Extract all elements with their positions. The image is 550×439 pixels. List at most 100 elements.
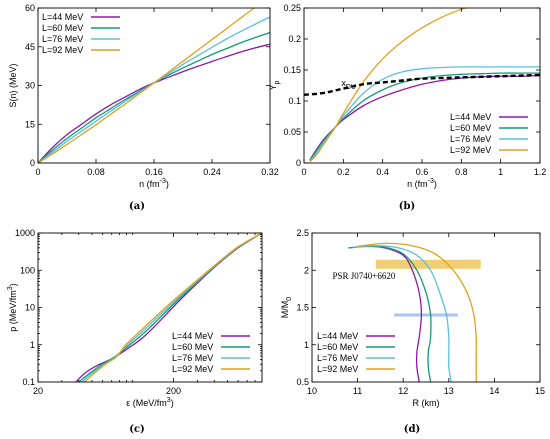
series-line-L92 (357, 242, 477, 382)
legend-label: L=60 MeV (172, 342, 213, 352)
plot-area (348, 242, 481, 382)
x-axis-label-main: n (fm (407, 179, 428, 189)
x-axis-label-sup: 3 (167, 397, 171, 404)
series-line-L44 (75, 233, 262, 382)
x-axis-label-sup: -3 (160, 178, 166, 185)
x-axis-label-tail: ) (434, 179, 437, 189)
panel-caption: (d) (404, 424, 420, 435)
x-tick-label: 0.24 (203, 167, 221, 177)
y-axis-label: M/M0 (280, 297, 293, 319)
y-tick-label: 1 (30, 340, 35, 350)
x-axis-label: R (km) (413, 398, 440, 408)
y-tick-label: 15 (25, 119, 35, 129)
y-tick-label: 0.5 (296, 377, 309, 387)
y-tick-label: 45 (25, 42, 35, 52)
y-axis-label-sub: 0 (286, 297, 293, 301)
series-line-L60 (78, 233, 262, 382)
legend-label: L=76 MeV (172, 353, 213, 363)
y-tick-label: 0.15 (283, 65, 301, 75)
y-axis-label-sup: 3 (7, 286, 14, 290)
x-tick-label: 0 (35, 167, 40, 177)
plot-area (304, 8, 540, 163)
x-tick-label: 0.08 (87, 167, 105, 177)
y-axis-label-main: M/M (280, 301, 290, 319)
legend-label: L=44 MeV (172, 331, 213, 341)
x-axis-label-sup: -3 (428, 178, 434, 185)
legend-label: L=44 MeV (42, 12, 83, 22)
x-tick-label: 0 (301, 167, 306, 177)
legend-label: L=92 MeV (172, 364, 213, 374)
y-tick-label: 100 (20, 265, 35, 275)
series-line-L60 (309, 72, 540, 161)
x-tick-label: 0.6 (416, 167, 429, 177)
panel-a: 0 0.08 0.16 0.24 0.32 0 15 30 45 60 n (fm-3) S(n) (… (8, 3, 279, 212)
x-tick-label: 1.2 (534, 167, 547, 177)
y-axis-label: p (MeV/fm3) (7, 283, 18, 331)
plot-area (75, 233, 262, 382)
series-line-L92 (309, 8, 469, 163)
series-line-L60 (348, 245, 432, 382)
x-tick-label: 14 (489, 386, 499, 396)
y-tick-label: 10 (25, 303, 35, 313)
legend-label: L=92 MeV (42, 45, 83, 55)
y-tick-label: 1.5 (296, 303, 309, 313)
xdu-annotation-sub: DU (346, 84, 356, 91)
panel-caption: (b) (399, 201, 415, 212)
x-tick-label: 10 (307, 386, 317, 396)
y-axis-label: Yp (268, 80, 281, 90)
y-tick-label: 60 (25, 3, 35, 13)
panel-d: 10 11 12 13 14 15 0.5 1 1.5 2 2.5 R (km) M/M0 L=44 Me… (280, 228, 545, 435)
series-line-L92 (38, 8, 256, 163)
y-axis-label-tail: ) (8, 283, 18, 286)
x-tick-label: 0.4 (376, 167, 389, 177)
series-line-L92 (83, 233, 262, 382)
x-tick-label: 13 (444, 386, 454, 396)
series-line-L76 (309, 66, 540, 162)
legend-label: L=92 MeV (317, 364, 358, 374)
x-tick-label: 15 (535, 386, 545, 396)
x-axis-label-tail: ) (171, 398, 174, 408)
x-axis-label-tail: ) (166, 179, 169, 189)
y-tick-label: 0 (296, 158, 301, 168)
y-tick-label: 0 (30, 158, 35, 168)
x-tick-label: 20 (33, 386, 43, 396)
x-axis-label: n (fm-3) (407, 178, 437, 189)
y-axis-label-main: S(n) (MeV) (8, 63, 18, 107)
panel-caption: (c) (129, 424, 145, 435)
plot-area (38, 8, 270, 163)
x-tick-label: 0.8 (455, 167, 468, 177)
x-tick-label: 0.32 (261, 167, 279, 177)
y-tick-label: 2.5 (296, 228, 309, 238)
y-tick-label: 1000 (15, 228, 35, 238)
legend-label: L=76 MeV (42, 34, 83, 44)
series-line-xdu (304, 73, 540, 96)
y-tick-label: 0.25 (283, 3, 301, 13)
x-axis-label-main: R (km) (413, 398, 440, 408)
xdu-annotation-main: x (341, 78, 346, 88)
x-tick-label: 200 (166, 386, 181, 396)
x-axis-label-main: ε (MeV/fm (126, 398, 167, 408)
y-tick-label: 0.05 (283, 127, 301, 137)
y-axis-label-main: p (MeV/fm (8, 290, 18, 332)
x-tick-label: 12 (398, 386, 408, 396)
y-tick-label: 0.2 (288, 34, 301, 44)
panel-b: 0 0.2 0.4 0.6 0.8 1 1.2 0 0.05 0.1 0.15 0.2 0.25 n (f… (268, 3, 546, 212)
x-tick-label: 1 (498, 167, 503, 177)
psr-mass-band (375, 259, 481, 269)
x-tick-label: 0.2 (337, 167, 350, 177)
x-axis-label-main: n (fm (139, 179, 160, 189)
legend-label: L=44 MeV (450, 112, 491, 122)
y-tick-label: 1 (304, 340, 309, 350)
x-axis-label: ε (MeV/fm3) (126, 397, 173, 408)
legend-label: L=60 MeV (317, 342, 358, 352)
y-tick-label: 30 (25, 81, 35, 91)
series-line-L76 (352, 245, 452, 382)
y-tick-label: 0.1 (288, 96, 301, 106)
y-tick-label: 0.1 (22, 377, 35, 387)
y-axis-label-sub: p (274, 80, 281, 84)
legend-label: L=76 MeV (450, 134, 491, 144)
legend-label: L=60 MeV (450, 123, 491, 133)
legend-label: L=92 MeV (450, 145, 491, 155)
